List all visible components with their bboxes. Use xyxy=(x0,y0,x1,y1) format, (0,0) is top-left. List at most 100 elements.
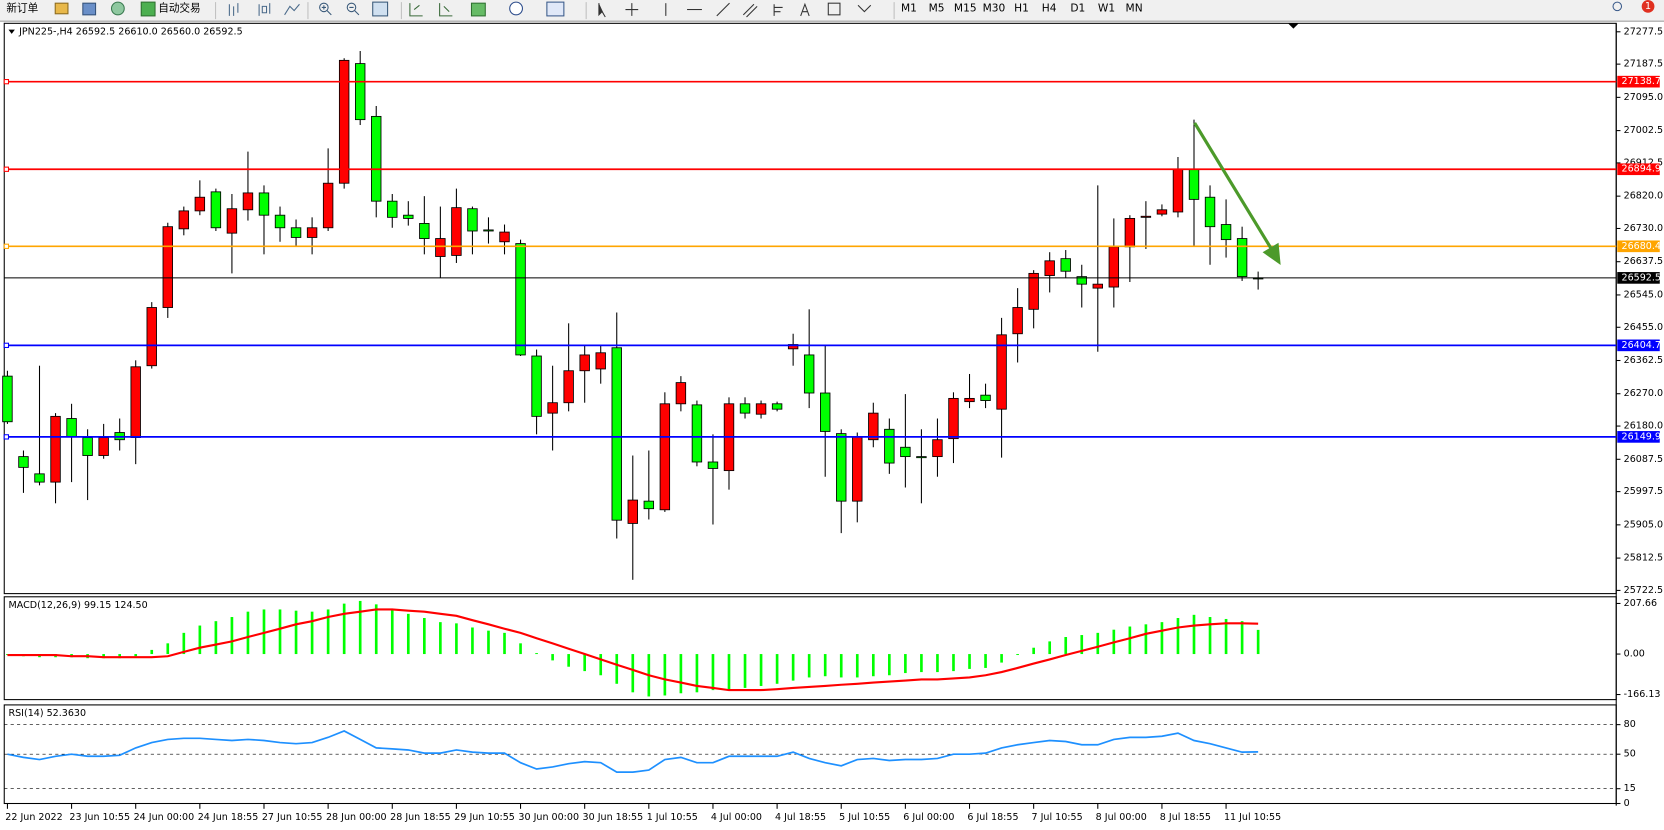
price-label-bg xyxy=(1617,431,1660,443)
chart-type-icons[interactable] xyxy=(228,3,300,16)
candle-body xyxy=(675,382,687,405)
level-marker xyxy=(3,434,10,440)
price-label: 26149.9 xyxy=(1622,431,1661,442)
candle-body xyxy=(563,370,574,404)
candle-body xyxy=(611,347,622,521)
candle-body xyxy=(1140,215,1152,218)
x-tick-label: 8 Jul 00:00 xyxy=(1096,812,1147,823)
timeframe-button[interactable]: D1 xyxy=(1070,2,1085,14)
y-tick-label: 26087.5 xyxy=(1624,454,1663,465)
notification-badge[interactable] xyxy=(1641,0,1655,13)
timeframe-button[interactable]: MN xyxy=(1126,2,1143,14)
plot: 27277.5 27187.5 27095.0 27002.5 26912.5 26820… xyxy=(2,26,1663,823)
icon[interactable] xyxy=(82,2,97,16)
candle-body xyxy=(1028,272,1039,310)
candle-body xyxy=(387,200,398,218)
candle-body xyxy=(403,214,414,219)
candle-body xyxy=(1012,307,1023,335)
candle-body xyxy=(483,229,494,232)
timeframe-button[interactable]: M1 xyxy=(901,2,917,14)
timeframe-button[interactable]: M30 xyxy=(983,2,1006,14)
candle-body xyxy=(916,456,927,459)
trend-arrow xyxy=(1193,122,1281,266)
y-tick-label: 50 xyxy=(1624,749,1636,760)
candle-body xyxy=(1236,238,1248,278)
x-tick-label: 27 Jun 10:55 xyxy=(262,812,323,823)
price-label: 26592.5 xyxy=(1622,272,1661,283)
timeframe-button[interactable]: M5 xyxy=(929,2,945,14)
candle-body xyxy=(34,473,45,483)
candle-body xyxy=(1060,258,1071,272)
new-order-button[interactable]: 新订单 xyxy=(6,1,38,14)
candle-body xyxy=(595,352,606,370)
y-tick-label: 26455.0 xyxy=(1624,322,1663,333)
timeframe-button[interactable]: H4 xyxy=(1042,2,1057,14)
timeframe-button[interactable]: W1 xyxy=(1098,2,1115,14)
period-button[interactable] xyxy=(509,1,523,16)
candle-body xyxy=(1172,169,1184,213)
indicators-button[interactable] xyxy=(470,2,486,17)
chart-shift-marker[interactable] xyxy=(1288,23,1299,29)
x-tick-label: 7 Jul 10:55 xyxy=(1032,812,1083,823)
arrow-shaft xyxy=(1193,122,1274,251)
level-marker xyxy=(3,166,10,172)
candle-body xyxy=(547,402,558,414)
y-tick-label: 27187.5 xyxy=(1624,59,1663,70)
timeframe-button[interactable]: H1 xyxy=(1014,2,1029,14)
search-icon[interactable] xyxy=(1612,1,1623,12)
x-tick-label: 6 Jul 00:00 xyxy=(903,812,954,823)
x-tick-label: 30 Jun 00:00 xyxy=(518,812,579,823)
candle-body xyxy=(194,196,206,212)
auto-trade-button[interactable]: 自动交易 xyxy=(158,1,200,14)
candle-body xyxy=(755,403,767,415)
y-tick-label: 27095.0 xyxy=(1624,92,1663,103)
x-tick-label: 24 Jun 00:00 xyxy=(134,812,195,823)
price-label: 26404.7 xyxy=(1622,340,1661,351)
x-tick-label: 5 Jul 10:55 xyxy=(839,812,890,823)
auto-trade-icon[interactable] xyxy=(140,1,156,17)
candle-body xyxy=(2,375,13,423)
x-tick-label: 1 Jul 10:55 xyxy=(647,812,698,823)
candle-body xyxy=(964,397,975,403)
price-label: 26894.9 xyxy=(1622,164,1661,175)
icon[interactable] xyxy=(54,2,69,15)
panel-title: JPN225-,H4 26592.5 26610.0 26560.0 26592… xyxy=(18,26,243,37)
candle-body xyxy=(579,354,590,372)
candle-body xyxy=(836,433,847,502)
x-tick-label: 8 Jul 18:55 xyxy=(1160,812,1211,823)
candle-body xyxy=(354,63,366,121)
candle-body xyxy=(852,436,863,502)
x-tick-label: 23 Jun 10:55 xyxy=(69,812,130,823)
candle-body xyxy=(932,439,943,458)
candle-body xyxy=(1092,283,1103,289)
candle-body xyxy=(1156,209,1168,215)
scroll-icons[interactable] xyxy=(409,3,453,17)
candle-body xyxy=(371,115,382,202)
y-tick-label: 27277.5 xyxy=(1624,26,1663,37)
candle-body xyxy=(322,182,334,229)
level-marker xyxy=(3,243,10,249)
x-tick-label: 6 Jul 18:55 xyxy=(967,812,1018,823)
y-tick-label: 26180.0 xyxy=(1624,421,1663,432)
y-tick-label: 207.66 xyxy=(1624,598,1657,609)
timeframe-button[interactable]: M15 xyxy=(954,2,977,14)
price-label-bg xyxy=(1617,272,1660,284)
candle-body xyxy=(739,403,751,414)
icon[interactable] xyxy=(110,1,125,16)
y-tick-label: 26270.0 xyxy=(1624,388,1663,399)
zoom-icons[interactable] xyxy=(319,1,389,17)
y-tick-label: 26545.0 xyxy=(1624,289,1663,300)
candle-body xyxy=(980,394,991,401)
candle-body xyxy=(900,446,911,458)
price-label-bg xyxy=(1617,240,1660,253)
drawing-tools[interactable] xyxy=(598,2,872,18)
price-label-bg xyxy=(1617,339,1660,352)
candle-body xyxy=(274,214,286,229)
candle-body xyxy=(803,354,815,394)
panel-title: MACD(12,26,9) 99.15 124.50 xyxy=(8,600,147,611)
candle-body xyxy=(130,366,141,438)
template-button[interactable] xyxy=(546,1,565,17)
candle-body xyxy=(515,243,526,356)
